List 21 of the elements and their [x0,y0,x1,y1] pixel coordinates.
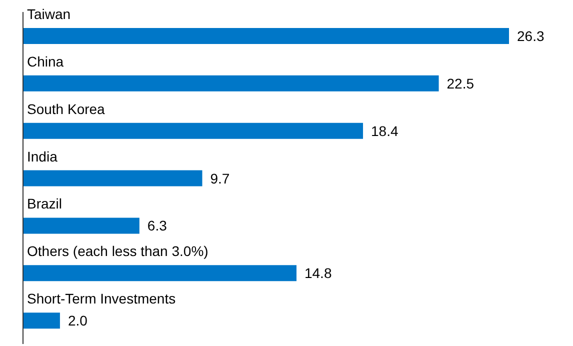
data-label: 26.3 [517,28,544,44]
y-tick-label: South Korea [27,100,106,117]
bar [23,28,509,44]
bar [23,265,296,282]
bar [23,122,364,139]
y-tick-label: China [27,53,64,70]
y-tick-label: India [27,148,58,164]
y-tick-label: Short-Term Investments [27,290,176,307]
y-tick-label: Brazil [27,196,62,212]
data-label: 14.8 [304,265,332,282]
data-label: 18.4 [371,122,398,139]
data-label: 9.7 [210,170,230,186]
bar [23,218,140,234]
bar [23,75,439,92]
bar [23,312,60,329]
y-tick-label: Taiwan [27,6,71,22]
data-label: 6.3 [147,218,168,234]
y-tick-label: Others (each less than 3.0%) [27,243,208,260]
data-label: 22.5 [446,75,474,92]
data-label: 2.0 [68,312,88,329]
bar [23,170,202,186]
